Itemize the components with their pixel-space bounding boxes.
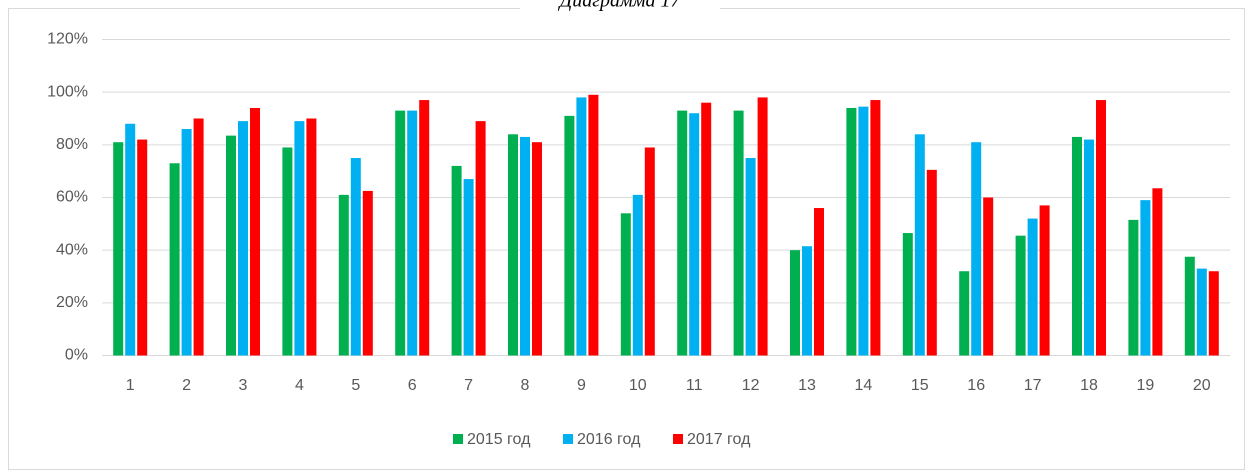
bar: [564, 115, 575, 356]
bar: [677, 110, 688, 356]
x-tick-label: 7: [464, 377, 473, 394]
bar: [113, 142, 124, 356]
bar: [802, 246, 812, 356]
x-tick-label: 19: [1137, 377, 1155, 394]
x-tick-label: 18: [1080, 377, 1098, 394]
x-tick-label: 3: [239, 377, 248, 394]
bar: [576, 97, 587, 356]
x-tick-label: 17: [1024, 377, 1042, 394]
bar: [1140, 200, 1151, 356]
bar: [914, 134, 925, 356]
x-tick-label: 10: [629, 377, 647, 394]
bar: [451, 165, 462, 356]
bar: [1027, 218, 1038, 356]
x-tick-label: 14: [855, 377, 873, 394]
bar: [858, 106, 869, 356]
bar: [1096, 100, 1106, 356]
bar: [632, 194, 643, 356]
bar: [620, 213, 631, 356]
chart-title: Диаграмма 17: [557, 0, 681, 12]
bar: [419, 100, 430, 356]
bar: [137, 139, 148, 356]
bar: [350, 158, 361, 356]
bar: [1072, 136, 1082, 356]
x-tick-label: 20: [1193, 377, 1211, 394]
bar: [926, 169, 937, 356]
bar: [407, 110, 418, 356]
legend-swatch: [453, 434, 463, 444]
legend-label: 2016 год: [577, 431, 641, 448]
bar: [790, 250, 800, 356]
x-tick-label: 13: [798, 377, 816, 394]
title-background: [520, 0, 720, 14]
legend-label: 2015 год: [467, 431, 531, 448]
bar: [306, 118, 317, 356]
x-tick-label: 16: [967, 377, 985, 394]
bar: [1152, 188, 1163, 356]
bar: [1184, 256, 1195, 356]
x-tick-label: 5: [351, 377, 360, 394]
bar: [983, 197, 994, 356]
y-tick-label: 20%: [56, 294, 88, 311]
legend-swatch: [563, 434, 573, 444]
bar: [508, 134, 518, 356]
bar: [193, 118, 204, 356]
x-tick-label: 9: [577, 377, 586, 394]
bar: [689, 113, 700, 356]
legend-swatch: [673, 434, 683, 444]
x-tick-label: 15: [911, 377, 929, 394]
bar: [1128, 219, 1139, 356]
bar: [1208, 271, 1219, 356]
y-tick-label: 80%: [56, 136, 88, 153]
bar: [238, 121, 248, 356]
bar: [1015, 235, 1026, 356]
bar: [181, 129, 192, 356]
x-tick-label: 6: [408, 377, 417, 394]
bar: [125, 123, 136, 356]
bar: [644, 147, 655, 356]
y-tick-label: 40%: [56, 241, 88, 258]
x-tick-label: 12: [742, 377, 760, 394]
bar: [250, 107, 260, 356]
bar: [870, 100, 881, 356]
bar: [475, 121, 486, 356]
bar: [532, 142, 542, 356]
y-tick-label: 100%: [47, 83, 88, 100]
bar: [814, 208, 824, 356]
bar: [294, 121, 305, 356]
x-tick-label: 8: [521, 377, 530, 394]
legend-label: 2017 год: [687, 431, 751, 448]
bar: [745, 158, 756, 356]
bar: [1084, 139, 1094, 356]
bar: [338, 194, 349, 356]
bar: [757, 97, 768, 356]
bar: [395, 110, 406, 356]
bar: [588, 94, 599, 356]
bar: [846, 107, 857, 356]
bar: [520, 136, 530, 356]
bar: [701, 102, 712, 356]
bar: [959, 271, 970, 356]
x-tick-label: 11: [686, 377, 703, 394]
x-tick-label: 4: [295, 377, 304, 394]
bar: [362, 190, 373, 356]
x-tick-label: 1: [126, 377, 135, 394]
bar: [971, 142, 982, 356]
bar: [169, 163, 180, 356]
x-tick-label: 2: [182, 377, 191, 394]
y-tick-label: 60%: [56, 189, 88, 206]
bar: [282, 147, 293, 356]
bar: [902, 233, 913, 356]
bar: [733, 110, 744, 356]
bar: [1039, 205, 1050, 356]
bar: [463, 179, 474, 356]
y-tick-label: 0%: [65, 347, 88, 364]
bar: [226, 135, 236, 356]
bar: [1196, 268, 1207, 356]
y-tick-label: 120%: [47, 31, 88, 48]
